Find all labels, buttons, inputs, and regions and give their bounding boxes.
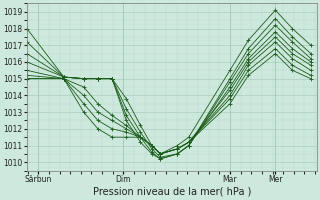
- X-axis label: Pression niveau de la mer( hPa ): Pression niveau de la mer( hPa ): [92, 187, 251, 197]
